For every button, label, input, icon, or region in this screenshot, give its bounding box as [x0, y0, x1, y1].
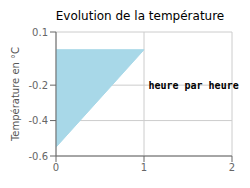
svg-text:-0.2: -0.2 — [28, 80, 48, 91]
svg-text:2: 2 — [229, 162, 235, 173]
svg-text:Température en °C: Température en °C — [10, 47, 21, 142]
svg-text:0.1: 0.1 — [32, 27, 48, 38]
svg-text:-0.4: -0.4 — [28, 115, 48, 126]
svg-text:1: 1 — [141, 162, 147, 173]
html-text:Evolution de la température: Evolution de la température — [55, 9, 225, 23]
svg-text:0: 0 — [53, 162, 59, 173]
svg-text:heure par heure: heure par heure — [148, 80, 238, 91]
svg-text:-0.6: -0.6 — [28, 151, 48, 162]
